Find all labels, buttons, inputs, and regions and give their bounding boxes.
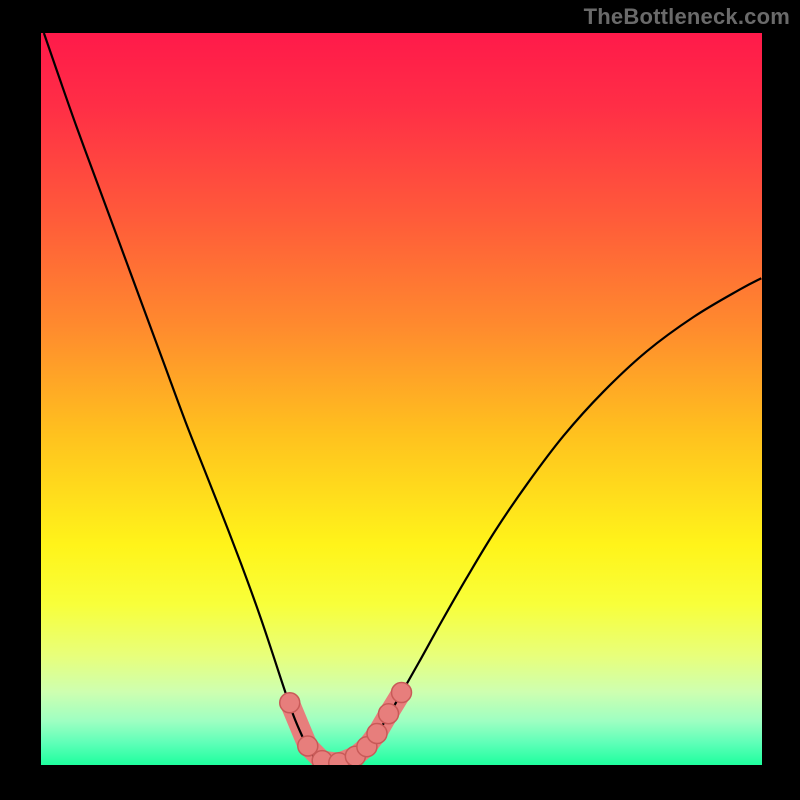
marker-dot: [367, 724, 387, 744]
marker-dot: [280, 693, 300, 713]
marker-dot: [392, 683, 412, 703]
chart-svg: [41, 33, 762, 765]
chart-plot-area: [41, 33, 762, 765]
marker-dot: [379, 704, 399, 724]
watermark-text: TheBottleneck.com: [584, 4, 790, 30]
curve-left-branch: [44, 33, 332, 765]
